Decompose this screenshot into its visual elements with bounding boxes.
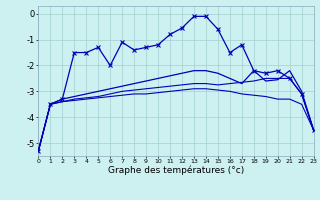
X-axis label: Graphe des températures (°c): Graphe des températures (°c) <box>108 166 244 175</box>
